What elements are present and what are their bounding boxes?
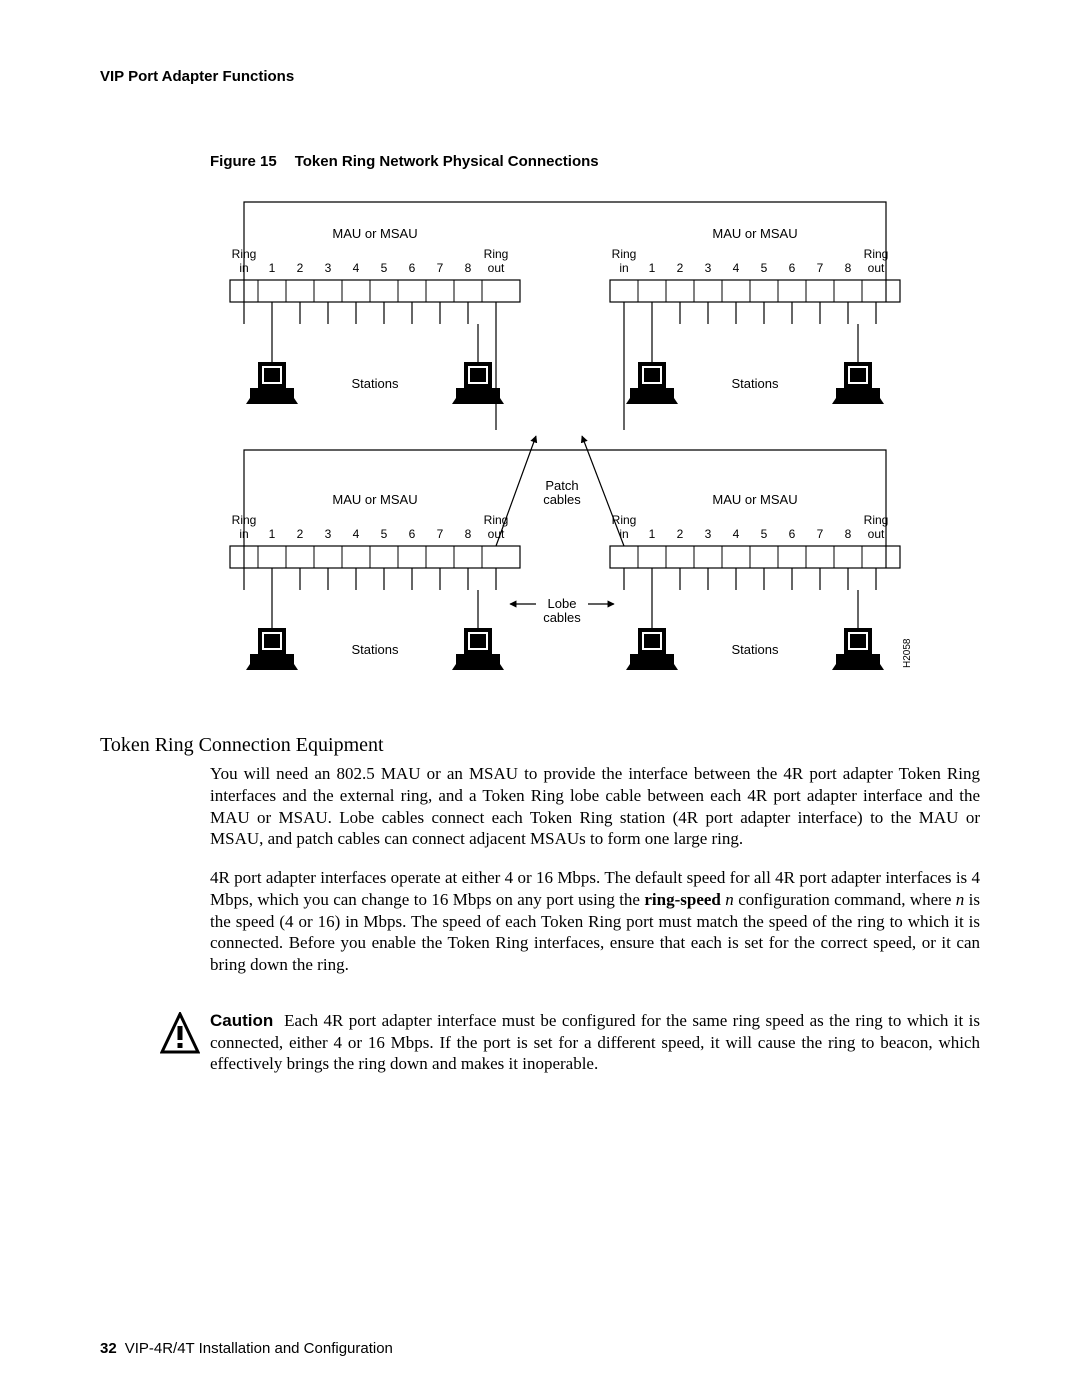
page-number: 32 bbox=[100, 1340, 117, 1357]
svg-text:Stations: Stations bbox=[352, 642, 399, 657]
token-ring-diagram: Ring in 1 2 3 4 5 6 7 8 Ring out bbox=[210, 190, 980, 690]
section-heading: Token Ring Connection Equipment bbox=[100, 734, 980, 757]
svg-text:Lobe: Lobe bbox=[548, 596, 577, 611]
caution-icon bbox=[160, 1010, 210, 1061]
document-page: VIP Port Adapter Functions Figure 15 Toke… bbox=[0, 0, 1080, 1397]
p2-bold: ring-speed bbox=[644, 890, 721, 909]
svg-text:Stations: Stations bbox=[732, 376, 779, 391]
svg-text:Stations: Stations bbox=[352, 376, 399, 391]
running-header: VIP Port Adapter Functions bbox=[100, 68, 980, 85]
footer-title: VIP-4R/4T Installation and Configuration bbox=[125, 1340, 393, 1357]
caution-block: Caution Each 4R port adapter interface m… bbox=[160, 1010, 980, 1075]
svg-text:MAU or MSAU: MAU or MSAU bbox=[712, 226, 797, 241]
caution-text: Caution Each 4R port adapter interface m… bbox=[210, 1010, 980, 1075]
svg-text:MAU or MSAU: MAU or MSAU bbox=[332, 492, 417, 507]
p2-seg-b: configuration command, where bbox=[734, 890, 956, 909]
p2-italic-1: n bbox=[721, 890, 734, 909]
figure-caption: Figure 15 Token Ring Network Physical Con… bbox=[210, 153, 980, 170]
paragraph-2: 4R port adapter interfaces operate at ei… bbox=[210, 867, 980, 976]
figure-number: Figure 15 bbox=[210, 153, 277, 170]
page-footer: 32 VIP-4R/4T Installation and Configurati… bbox=[100, 1340, 393, 1357]
svg-text:Stations: Stations bbox=[732, 642, 779, 657]
svg-text:cables: cables bbox=[543, 610, 581, 625]
svg-text:H2058: H2058 bbox=[902, 638, 913, 668]
svg-text:MAU or MSAU: MAU or MSAU bbox=[332, 226, 417, 241]
caution-label: Caution bbox=[210, 1011, 273, 1030]
caution-body: Each 4R port adapter interface must be c… bbox=[210, 1011, 980, 1074]
paragraph-1: You will need an 802.5 MAU or an MSAU to… bbox=[210, 763, 980, 850]
figure-title: Token Ring Network Physical Connections bbox=[295, 153, 599, 170]
diagram-svg: Ring in 1 2 3 4 5 6 7 8 Ring out bbox=[210, 190, 920, 690]
svg-text:Patch: Patch bbox=[545, 478, 578, 493]
svg-text:cables: cables bbox=[543, 492, 581, 507]
svg-text:MAU or MSAU: MAU or MSAU bbox=[712, 492, 797, 507]
p2-italic-2: n bbox=[956, 890, 965, 909]
